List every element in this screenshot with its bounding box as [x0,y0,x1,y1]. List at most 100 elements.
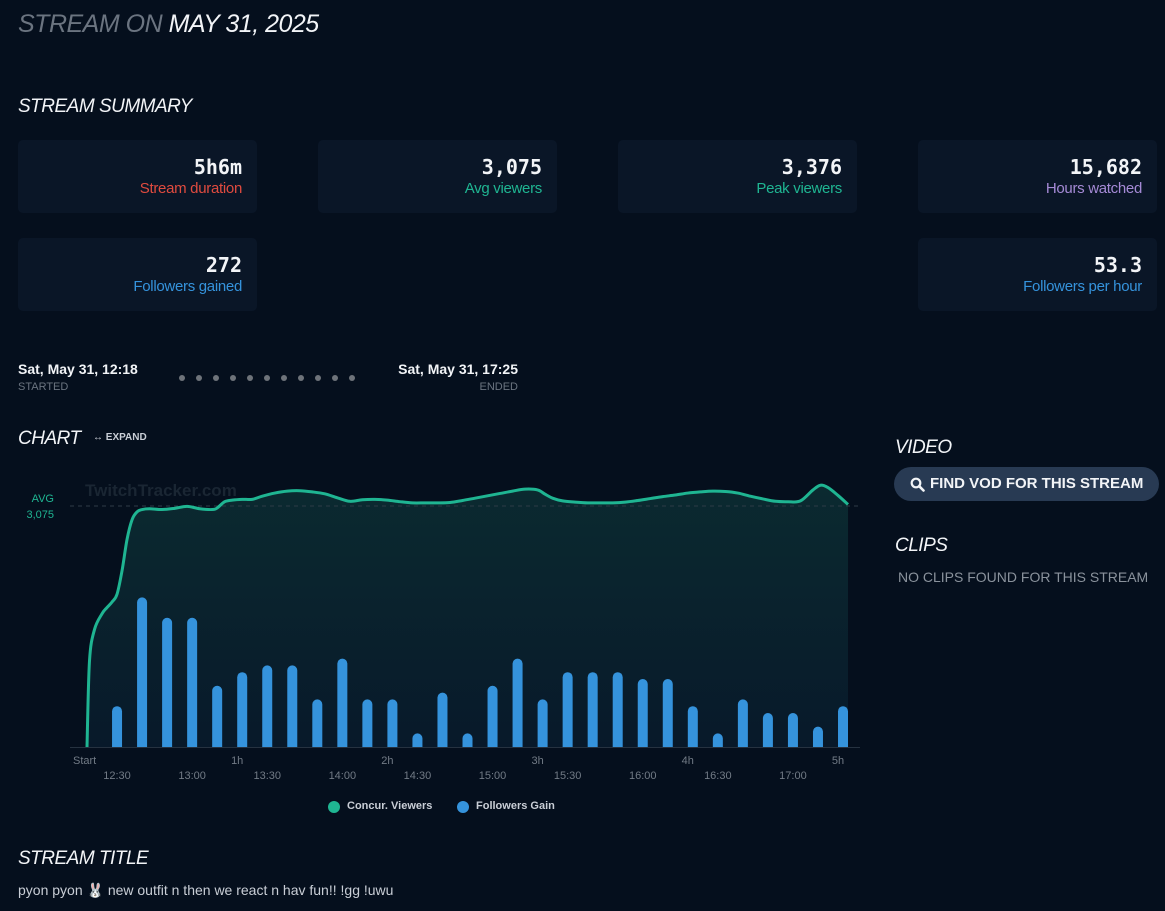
end-label: ENDED [479,381,518,393]
stream-title-heading: STREAM TITLE [18,848,149,869]
followers-bar[interactable] [612,672,623,752]
stat-value: 3,376 [781,155,842,179]
x-tick-clock: 16:30 [704,770,732,782]
timeline-dot [332,375,338,381]
followers-bar[interactable] [687,706,698,752]
stat-label: Followers per hour [1023,278,1142,295]
followers-bar[interactable] [637,679,648,752]
x-tick-clock: 17:00 [779,770,807,782]
double-arrow-icon: ↔ [93,432,103,443]
followers-bar[interactable] [287,665,298,752]
stat-value: 15,682 [1069,155,1142,179]
bar-base-mask [60,747,880,755]
followers-bar[interactable] [337,658,348,752]
followers-bar[interactable] [662,679,673,752]
followers-bar[interactable] [562,672,573,752]
followers-bar[interactable] [537,699,548,752]
timeline-dot [179,375,185,381]
start-label: STARTED [18,381,69,393]
stat-card-followers-per-hour: 53.3 Followers per hour [918,238,1157,311]
x-tick-duration: Start [73,755,96,767]
page-title: STREAM ON MAY 31, 2025 [18,10,319,39]
stat-card-duration: 5h6m Stream duration [18,140,257,213]
stat-label: Hours watched [1045,180,1142,197]
end-time: Sat, May 31, 17:25 [398,361,518,377]
followers-bar[interactable] [362,699,373,752]
stat-card-peak-viewers: 3,376 Peak viewers [618,140,857,213]
search-icon [910,477,925,492]
followers-bar[interactable] [838,706,849,752]
no-clips-message: NO CLIPS FOUND FOR THIS STREAM [898,569,1149,585]
stat-value: 3,075 [481,155,542,179]
stat-card-hours-watched: 15,682 Hours watched [918,140,1157,213]
followers-bar[interactable] [787,713,798,752]
stat-value: 272 [205,253,242,277]
followers-bar[interactable] [212,685,223,752]
timeline-dot [298,375,304,381]
stream-start: Sat, May 31, 12:18 STARTED [18,361,138,393]
followers-bar[interactable] [187,617,198,752]
x-tick-clock: 16:00 [629,770,657,782]
stat-value: 5h6m [193,155,242,179]
followers-bar[interactable] [737,699,748,752]
stat-value: 53.3 [1093,253,1142,277]
chart-watermark: TwitchTracker.com [85,481,237,500]
x-tick-duration: 5h [832,755,844,767]
find-vod-button[interactable]: FIND VOD FOR THIS STREAM [894,467,1159,501]
stream-summary-heading: STREAM SUMMARY [18,96,192,117]
x-tick-duration: 2h [381,755,393,767]
stat-label: Avg viewers [464,180,543,197]
chart-heading: CHART [18,428,81,449]
followers-bar[interactable] [487,685,498,752]
viewers-area [87,485,849,747]
x-tick-clock: 14:30 [404,770,432,782]
followers-bar[interactable] [112,706,123,752]
timeline-dot [196,375,202,381]
avg-label: AVG [32,493,54,505]
timeline-dot [281,375,287,381]
viewers-line [85,483,850,748]
stat-label: Peak viewers [756,180,842,197]
stream-end: Sat, May 31, 17:25 ENDED [330,361,518,393]
followers-bar[interactable] [512,658,523,752]
timeline-dot [315,375,321,381]
timeline-dot [349,375,355,381]
followers-bar[interactable] [137,597,148,752]
x-tick-duration: 1h [231,755,243,767]
x-tick-clock: 15:00 [479,770,507,782]
legend-label: Followers Gain [476,800,555,812]
page-title-date: MAY 31, 2025 [168,10,320,38]
video-heading: VIDEO [895,437,952,458]
legend-swatch-viewers [328,801,340,813]
x-tick-duration: 3h [531,755,543,767]
legend-item-followers[interactable]: Followers Gain [457,800,555,813]
avg-value: 3,075 [26,509,54,521]
followers-bar[interactable] [237,672,248,752]
followers-bar[interactable] [262,665,273,752]
timeline-dot [264,375,270,381]
stat-label: Followers gained [133,278,242,295]
legend-label: Concur. Viewers [347,800,433,812]
find-vod-label: FIND VOD FOR THIS STREAM [930,475,1144,492]
page-title-prefix: STREAM ON [18,10,163,38]
followers-bar[interactable] [387,699,398,752]
legend-swatch-followers [457,801,469,813]
stat-card-avg-viewers: 3,075 Avg viewers [318,140,557,213]
x-tick-clock: 12:30 [103,770,131,782]
followers-bar[interactable] [587,672,598,752]
viewers-followers-chart: TwitchTracker.com AVG 3,075 Start 1h 2h 3h 4… [26,481,880,782]
followers-bar[interactable] [312,699,323,752]
x-tick-clock: 13:30 [253,770,281,782]
stream-title-text: pyon pyon 🐰 new outfit n then we react n… [18,882,394,898]
timeline-dot [247,375,253,381]
start-time: Sat, May 31, 12:18 [18,361,138,377]
followers-bar[interactable] [162,617,173,752]
x-tick-clock: 14:00 [329,770,357,782]
followers-bar[interactable] [762,713,773,752]
expand-chart-button[interactable]: ↔ EXPAND [93,432,147,443]
legend-item-viewers[interactable]: Concur. Viewers [328,800,433,813]
followers-bar[interactable] [812,726,823,752]
timeline-dot [213,375,219,381]
followers-bar[interactable] [437,692,448,752]
timeline-dot [230,375,236,381]
